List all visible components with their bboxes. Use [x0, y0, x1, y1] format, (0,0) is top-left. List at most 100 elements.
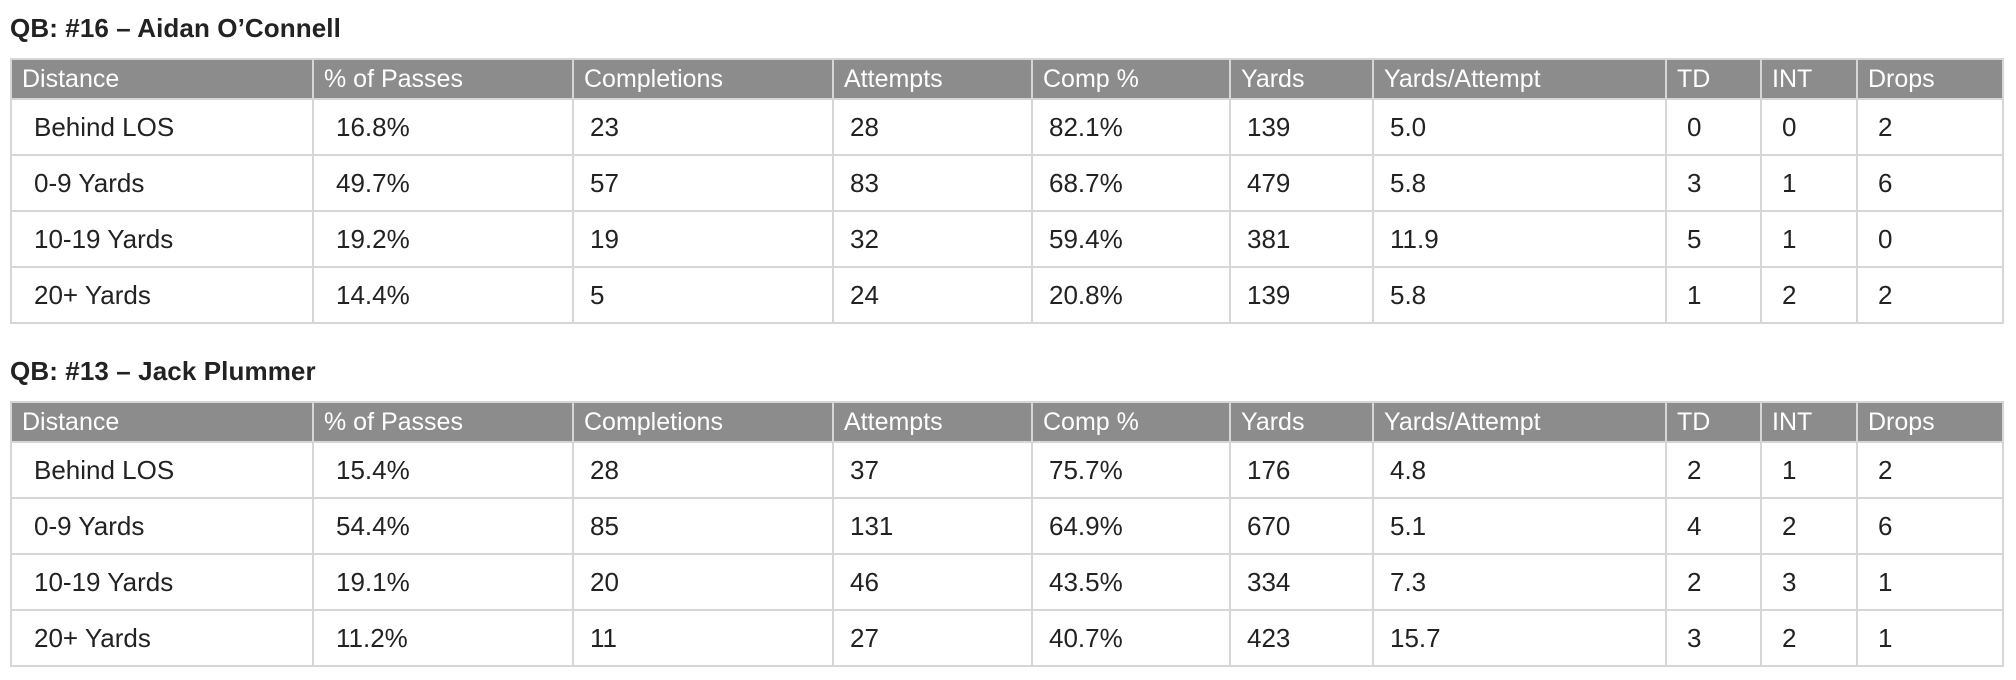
table-row: Behind LOS 15.4% 28 37 75.7% 176 4.8 2 1…: [10, 441, 2004, 499]
cell-pct-passes: 54.4%: [312, 497, 574, 555]
header-completions: Completions: [572, 58, 834, 100]
cell-yards-per-attempt: 15.7: [1372, 609, 1667, 667]
header-drops: Drops: [1856, 58, 2004, 100]
cell-td: 3: [1665, 609, 1762, 667]
cell-comp-pct: 64.9%: [1031, 497, 1231, 555]
cell-comp-pct: 20.8%: [1031, 266, 1231, 324]
header-completions: Completions: [572, 401, 834, 443]
header-pct-passes: % of Passes: [312, 401, 574, 443]
header-comp-pct: Comp %: [1031, 401, 1231, 443]
header-attempts: Attempts: [832, 401, 1033, 443]
cell-distance: 20+ Yards: [10, 609, 314, 667]
cell-comp-pct: 40.7%: [1031, 609, 1231, 667]
table-row: 10-19 Yards 19.2% 19 32 59.4% 381 11.9 5…: [10, 210, 2004, 268]
cell-drops: 1: [1856, 609, 2004, 667]
cell-distance: 0-9 Yards: [10, 154, 314, 212]
table-row: Behind LOS 16.8% 23 28 82.1% 139 5.0 0 0…: [10, 98, 2004, 156]
cell-distance: Behind LOS: [10, 98, 314, 156]
cell-pct-passes: 14.4%: [312, 266, 574, 324]
header-td: TD: [1665, 401, 1762, 443]
cell-td: 2: [1665, 441, 1762, 499]
header-yards: Yards: [1229, 401, 1374, 443]
cell-int: 0: [1760, 98, 1858, 156]
cell-attempts: 27: [832, 609, 1033, 667]
cell-completions: 85: [572, 497, 834, 555]
qb-title: QB: #13 – Jack Plummer: [10, 356, 316, 386]
cell-yards-per-attempt: 4.8: [1372, 441, 1667, 499]
passing-distance-table: Distance % of Passes Completions Attempt…: [10, 401, 2004, 667]
cell-int: 2: [1760, 266, 1858, 324]
table-header-row: Distance % of Passes Completions Attempt…: [10, 401, 2004, 443]
cell-int: 1: [1760, 210, 1858, 268]
header-yards-per-attempt: Yards/Attempt: [1372, 401, 1667, 443]
cell-td: 0: [1665, 98, 1762, 156]
cell-attempts: 83: [832, 154, 1033, 212]
cell-comp-pct: 59.4%: [1031, 210, 1231, 268]
qb-title: QB: #16 – Aidan O’Connell: [10, 13, 341, 43]
cell-completions: 23: [572, 98, 834, 156]
cell-td: 2: [1665, 553, 1762, 611]
cell-drops: 2: [1856, 441, 2004, 499]
cell-completions: 19: [572, 210, 834, 268]
header-drops: Drops: [1856, 401, 2004, 443]
cell-distance: 10-19 Yards: [10, 210, 314, 268]
cell-drops: 2: [1856, 266, 2004, 324]
table-header-row: Distance % of Passes Completions Attempt…: [10, 58, 2004, 100]
cell-pct-passes: 11.2%: [312, 609, 574, 667]
cell-yards-per-attempt: 7.3: [1372, 553, 1667, 611]
cell-int: 2: [1760, 609, 1858, 667]
cell-yards: 381: [1229, 210, 1374, 268]
cell-distance: 10-19 Yards: [10, 553, 314, 611]
table-row: 0-9 Yards 54.4% 85 131 64.9% 670 5.1 4 2…: [10, 497, 2004, 555]
cell-attempts: 28: [832, 98, 1033, 156]
cell-yards-per-attempt: 5.0: [1372, 98, 1667, 156]
cell-completions: 5: [572, 266, 834, 324]
cell-completions: 57: [572, 154, 834, 212]
cell-comp-pct: 68.7%: [1031, 154, 1231, 212]
cell-comp-pct: 43.5%: [1031, 553, 1231, 611]
cell-int: 1: [1760, 154, 1858, 212]
cell-completions: 28: [572, 441, 834, 499]
cell-distance: 0-9 Yards: [10, 497, 314, 555]
cell-distance: 20+ Yards: [10, 266, 314, 324]
cell-drops: 6: [1856, 497, 2004, 555]
cell-yards: 176: [1229, 441, 1374, 499]
cell-td: 5: [1665, 210, 1762, 268]
cell-td: 1: [1665, 266, 1762, 324]
cell-yards: 423: [1229, 609, 1374, 667]
cell-yards: 479: [1229, 154, 1374, 212]
cell-pct-passes: 15.4%: [312, 441, 574, 499]
table-row: 0-9 Yards 49.7% 57 83 68.7% 479 5.8 3 1 …: [10, 154, 2004, 212]
qb-section-plummer: QB: #13 – Jack Plummer Distance % of Pas…: [10, 351, 2004, 667]
cell-yards: 139: [1229, 98, 1374, 156]
cell-distance: Behind LOS: [10, 441, 314, 499]
cell-drops: 6: [1856, 154, 2004, 212]
cell-completions: 11: [572, 609, 834, 667]
header-distance: Distance: [10, 58, 314, 100]
header-yards-per-attempt: Yards/Attempt: [1372, 58, 1667, 100]
header-pct-passes: % of Passes: [312, 58, 574, 100]
cell-yards-per-attempt: 11.9: [1372, 210, 1667, 268]
cell-yards-per-attempt: 5.8: [1372, 266, 1667, 324]
header-comp-pct: Comp %: [1031, 58, 1231, 100]
header-int: INT: [1760, 401, 1858, 443]
cell-drops: 0: [1856, 210, 2004, 268]
cell-completions: 20: [572, 553, 834, 611]
cell-yards: 334: [1229, 553, 1374, 611]
cell-pct-passes: 19.2%: [312, 210, 574, 268]
cell-comp-pct: 82.1%: [1031, 98, 1231, 156]
header-int: INT: [1760, 58, 1858, 100]
cell-td: 4: [1665, 497, 1762, 555]
header-td: TD: [1665, 58, 1762, 100]
header-yards: Yards: [1229, 58, 1374, 100]
cell-yards-per-attempt: 5.1: [1372, 497, 1667, 555]
cell-attempts: 37: [832, 441, 1033, 499]
cell-int: 3: [1760, 553, 1858, 611]
table-row: 10-19 Yards 19.1% 20 46 43.5% 334 7.3 2 …: [10, 553, 2004, 611]
cell-pct-passes: 49.7%: [312, 154, 574, 212]
cell-pct-passes: 16.8%: [312, 98, 574, 156]
cell-pct-passes: 19.1%: [312, 553, 574, 611]
cell-yards-per-attempt: 5.8: [1372, 154, 1667, 212]
table-row: 20+ Yards 11.2% 11 27 40.7% 423 15.7 3 2…: [10, 609, 2004, 667]
cell-comp-pct: 75.7%: [1031, 441, 1231, 499]
